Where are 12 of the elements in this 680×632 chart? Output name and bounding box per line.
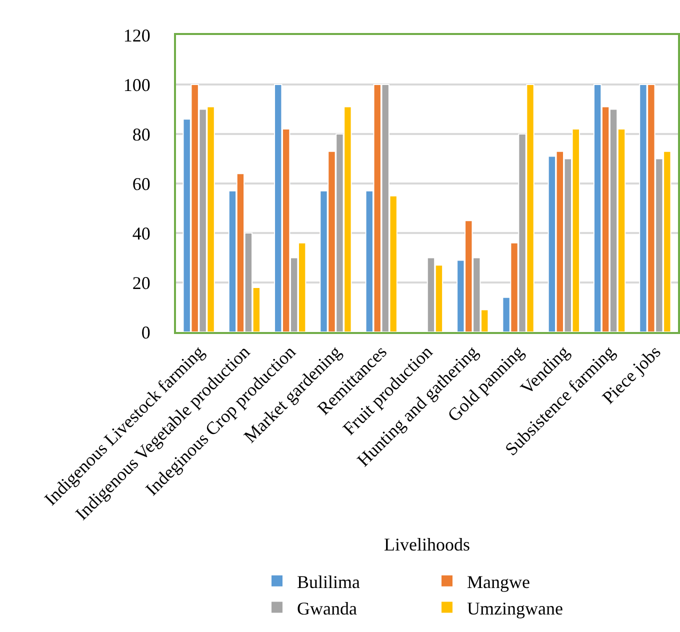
- y-tick-label: 0: [141, 322, 150, 342]
- y-tick-label: 60: [132, 174, 150, 194]
- legend-label: Umzingwane: [467, 598, 563, 618]
- y-tick-label: 20: [132, 272, 150, 293]
- y-tick-label: 120: [123, 25, 150, 46]
- x-axis-title: Livelihoods: [384, 534, 470, 554]
- y-tick-label: 80: [132, 124, 150, 144]
- legend-label: Gwanda: [297, 598, 357, 618]
- y-tick-label: 40: [132, 223, 150, 244]
- y-tick-label: 100: [123, 74, 150, 95]
- legend-label: Bulilima: [297, 572, 360, 592]
- legend-label: Mangwe: [467, 572, 530, 592]
